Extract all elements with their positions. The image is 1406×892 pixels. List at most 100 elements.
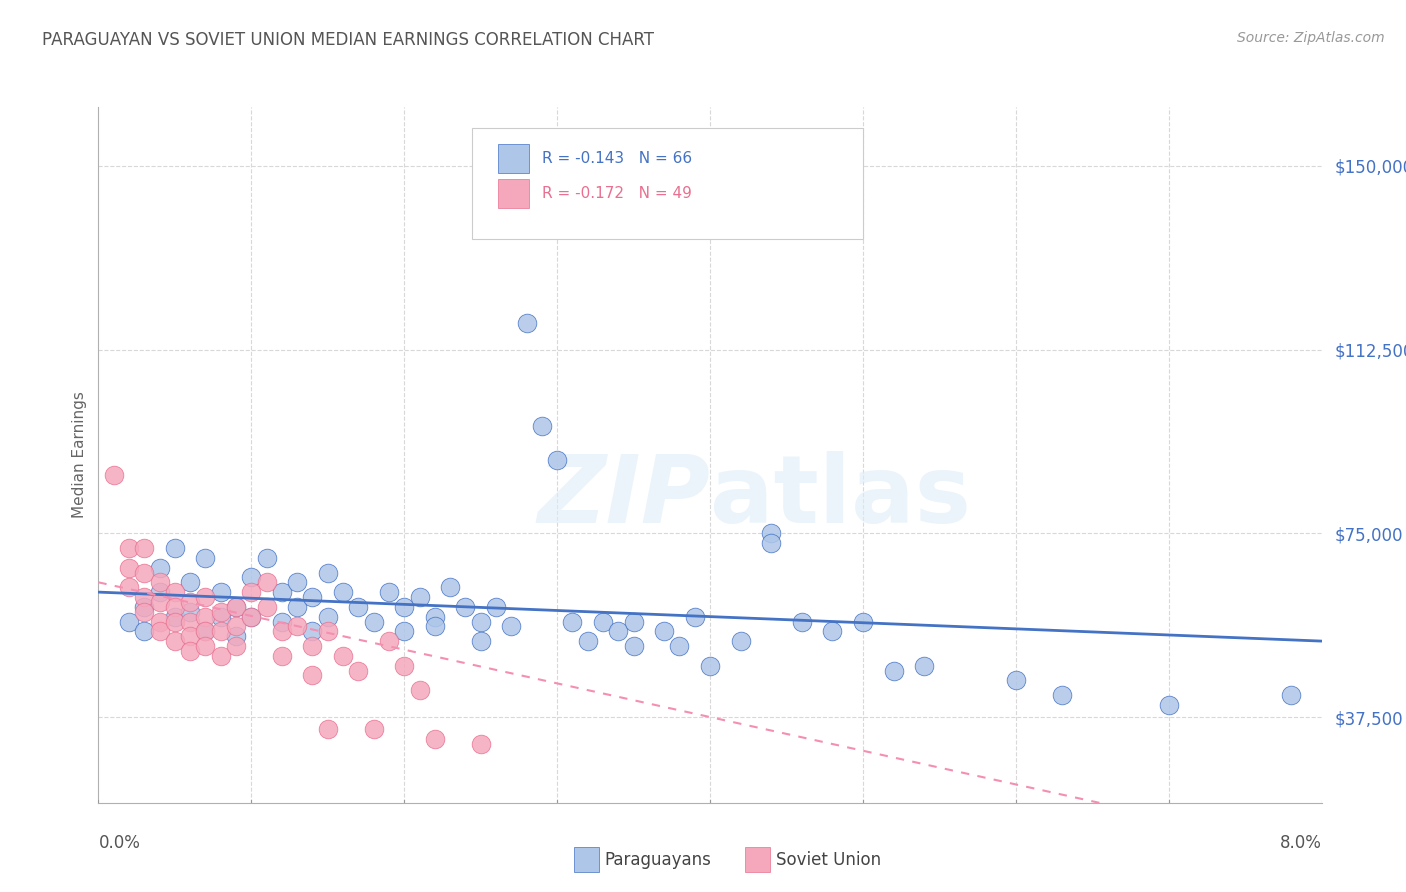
Point xyxy=(225,629,247,643)
Point xyxy=(179,595,201,609)
Point xyxy=(392,658,416,673)
Point xyxy=(163,634,186,648)
Point xyxy=(103,467,125,482)
Point xyxy=(347,664,370,678)
Point xyxy=(1050,688,1073,702)
Point xyxy=(209,648,232,663)
Point xyxy=(623,615,645,629)
Text: atlas: atlas xyxy=(710,450,972,542)
Point xyxy=(285,619,308,633)
Point xyxy=(240,585,263,599)
Text: Paraguayans: Paraguayans xyxy=(605,851,711,869)
Point xyxy=(790,615,813,629)
Point xyxy=(285,575,308,590)
Point xyxy=(225,619,247,633)
Point xyxy=(270,624,294,639)
Point xyxy=(256,550,278,565)
Point xyxy=(852,615,875,629)
Point xyxy=(912,658,935,673)
Point xyxy=(392,624,416,639)
Point xyxy=(256,599,278,614)
Point xyxy=(516,316,538,330)
Point xyxy=(623,639,645,653)
FancyBboxPatch shape xyxy=(498,178,529,208)
Point xyxy=(408,590,430,604)
Point xyxy=(194,609,217,624)
FancyBboxPatch shape xyxy=(471,128,863,239)
Text: R = -0.172   N = 49: R = -0.172 N = 49 xyxy=(543,186,692,201)
Point xyxy=(423,732,446,747)
Text: 8.0%: 8.0% xyxy=(1279,834,1322,852)
Point xyxy=(225,639,247,653)
Point xyxy=(240,609,263,624)
Point xyxy=(118,615,141,629)
Point xyxy=(163,599,186,614)
Point xyxy=(821,624,844,639)
Point xyxy=(149,595,172,609)
Point xyxy=(607,624,630,639)
Point xyxy=(134,599,156,614)
Point xyxy=(225,599,247,614)
Point xyxy=(316,723,339,737)
Point xyxy=(149,585,172,599)
Point xyxy=(240,570,263,584)
Text: 0.0%: 0.0% xyxy=(98,834,141,852)
Point xyxy=(316,624,339,639)
Point xyxy=(332,648,354,663)
Point xyxy=(149,615,172,629)
Point xyxy=(209,605,232,619)
Point xyxy=(530,418,553,433)
Point xyxy=(194,624,217,639)
Point xyxy=(730,634,752,648)
Point xyxy=(134,566,156,580)
Point xyxy=(883,664,905,678)
Point xyxy=(270,648,294,663)
Point xyxy=(179,605,201,619)
Point xyxy=(1279,688,1302,702)
Point xyxy=(118,580,141,594)
Point xyxy=(209,624,232,639)
Point xyxy=(134,541,156,555)
Point xyxy=(392,599,416,614)
Point xyxy=(439,580,461,594)
Point xyxy=(378,585,401,599)
Point xyxy=(378,634,401,648)
Point xyxy=(149,624,172,639)
Text: Source: ZipAtlas.com: Source: ZipAtlas.com xyxy=(1237,31,1385,45)
Point xyxy=(423,619,446,633)
Y-axis label: Median Earnings: Median Earnings xyxy=(72,392,87,518)
Point xyxy=(347,599,370,614)
Point xyxy=(1004,673,1026,688)
Text: R = -0.143   N = 66: R = -0.143 N = 66 xyxy=(543,151,693,166)
Point xyxy=(179,644,201,658)
Point xyxy=(134,590,156,604)
Point xyxy=(163,609,186,624)
Point xyxy=(225,599,247,614)
Point xyxy=(118,541,141,555)
Point xyxy=(270,585,294,599)
Point xyxy=(256,575,278,590)
Point xyxy=(194,590,217,604)
Point xyxy=(209,609,232,624)
Point xyxy=(285,599,308,614)
Point xyxy=(163,541,186,555)
Point xyxy=(408,683,430,698)
Point xyxy=(118,560,141,574)
Point xyxy=(194,624,217,639)
Point xyxy=(240,609,263,624)
Point xyxy=(699,658,721,673)
Point xyxy=(316,609,339,624)
Text: ZIP: ZIP xyxy=(537,450,710,542)
Point xyxy=(363,723,385,737)
Text: PARAGUAYAN VS SOVIET UNION MEDIAN EARNINGS CORRELATION CHART: PARAGUAYAN VS SOVIET UNION MEDIAN EARNIN… xyxy=(42,31,654,49)
Point xyxy=(149,575,172,590)
Point xyxy=(179,615,201,629)
Point xyxy=(470,737,492,751)
Point xyxy=(652,624,675,639)
Point xyxy=(485,599,508,614)
Text: Soviet Union: Soviet Union xyxy=(776,851,882,869)
Point xyxy=(454,599,477,614)
Point xyxy=(194,550,217,565)
Point xyxy=(759,536,782,550)
Point xyxy=(301,590,323,604)
